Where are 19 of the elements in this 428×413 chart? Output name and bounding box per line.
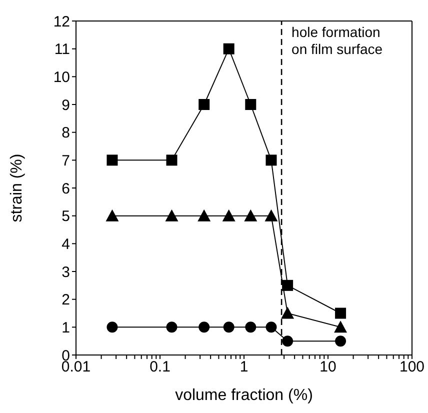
y-tick-label: 3 (62, 264, 70, 281)
ref-line-label: hole formation on film surface (292, 24, 383, 57)
x-tick-label: 1 (240, 358, 248, 376)
y-tick-label: 8 (62, 124, 70, 142)
x-tick-label: 0.1 (150, 358, 170, 376)
x-tick-label: 10 (320, 358, 336, 376)
y-tick-label: 12 (53, 13, 70, 30)
y-tick-label: 1 (62, 319, 70, 336)
x-axis-title: volume fraction (%) (175, 387, 313, 404)
y-tick-label: 4 (62, 236, 70, 253)
y-tick-label: 10 (53, 68, 70, 86)
y-tick-label: 11 (54, 41, 70, 58)
x-tick-label: 100 (399, 358, 425, 376)
y-axis-title: strain (%) (8, 154, 26, 222)
y-tick-label: 9 (62, 96, 70, 114)
y-tick-label: 7 (62, 152, 70, 170)
y-tick-label: 5 (62, 208, 70, 226)
y-tick-label: 6 (62, 180, 70, 198)
y-tick-label: 2 (62, 292, 70, 309)
